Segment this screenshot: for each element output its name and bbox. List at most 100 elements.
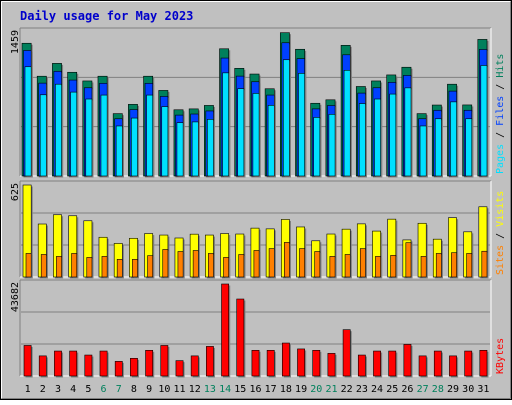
x-tick-label: 22: [341, 384, 353, 395]
x-tick-label: 5: [85, 384, 91, 395]
kbytes-bar: [221, 283, 230, 377]
x-tick-label: 3: [55, 384, 61, 395]
x-tick-label: 11: [174, 384, 186, 395]
kbytes-bar: [23, 345, 32, 377]
kbytes-bar: [145, 350, 154, 377]
kbytes-bar: [281, 342, 290, 377]
panel-hits-legend: Pages / Files / Hits: [495, 54, 506, 174]
pages-bar: [282, 59, 290, 177]
kbytes-bar: [190, 355, 199, 377]
pages-bar: [313, 117, 321, 177]
pages-bar: [358, 103, 366, 177]
x-tick-label: 15: [234, 384, 246, 395]
x-tick-label: 1: [25, 384, 31, 395]
kbytes-bar: [54, 350, 62, 377]
kbytes-bar: [160, 345, 169, 377]
sites-bar: [405, 242, 412, 278]
panel-visits-legend-visits: Visits: [495, 191, 506, 227]
panel-hits-legend-hits: Hits: [495, 54, 506, 78]
sites-bar: [147, 255, 154, 278]
x-tick-label: 19: [295, 384, 307, 395]
pages-bar: [237, 88, 245, 177]
pages-bar: [480, 65, 488, 177]
x-tick-label: 27: [417, 384, 429, 395]
pages-bar: [131, 117, 138, 177]
kbytes-bar: [297, 348, 305, 377]
x-tick-label: 12: [189, 384, 201, 395]
sites-bar: [25, 253, 32, 278]
kbytes-bar: [130, 358, 138, 377]
sites-bar: [299, 248, 305, 278]
x-tick-label: 30: [462, 384, 474, 395]
sites-bar: [420, 256, 427, 278]
x-tick-label: 21: [325, 384, 337, 395]
sites-bar: [283, 242, 290, 278]
kbytes-bar: [69, 350, 78, 377]
kbytes-bar: [479, 350, 488, 377]
kbytes-bar: [312, 350, 321, 377]
kbytes-bar: [236, 298, 245, 377]
sites-bar: [86, 257, 93, 278]
kbytes-bar: [266, 350, 275, 377]
sites-bar: [56, 256, 62, 278]
x-tick-label: 14: [219, 384, 231, 395]
sites-bar: [253, 250, 260, 278]
pages-bar: [374, 98, 381, 177]
kbytes-bar: [464, 350, 473, 377]
pages-bar: [389, 93, 397, 177]
pages-bar: [267, 105, 275, 177]
sites-bar: [451, 252, 457, 278]
pages-bar: [328, 114, 336, 177]
sites-bar: [390, 255, 397, 278]
kbytes-bar: [84, 354, 93, 377]
pages-bar: [434, 118, 442, 177]
kbytes-bar: [388, 350, 397, 377]
x-tick-label: 31: [477, 384, 489, 395]
kbytes-bar: [99, 350, 108, 377]
x-tick-label: 23: [356, 384, 368, 395]
pages-bar: [222, 72, 230, 177]
sites-bar: [71, 253, 78, 278]
x-tick-label: 8: [131, 384, 137, 395]
pages-bar: [207, 119, 214, 177]
x-tick-label: 6: [101, 384, 107, 395]
panel-kbytes-legend: KBytes: [495, 338, 506, 374]
panel-hits-legend-files: Files: [495, 96, 506, 126]
kbytes-bar: [342, 329, 351, 377]
pages-bar: [24, 66, 32, 177]
sites-bar: [101, 256, 108, 278]
chart-title: Daily usage for May 2023: [20, 9, 193, 23]
x-tick-label: 7: [116, 384, 122, 395]
x-tick-label: 26: [401, 384, 413, 395]
sites-bar: [435, 253, 442, 278]
x-tick-label: 4: [70, 384, 76, 395]
pages-bar: [115, 125, 123, 177]
kbytes-bar: [433, 350, 442, 377]
kbytes-bar: [449, 355, 457, 377]
pages-bar: [343, 69, 351, 177]
sites-bar: [375, 256, 381, 278]
sites-bar: [466, 253, 473, 278]
panel-visits-legend-separator: /: [495, 227, 506, 245]
x-tick-label: 25: [386, 384, 398, 395]
kbytes-bar: [373, 350, 381, 377]
sites-bar: [162, 249, 169, 278]
pages-bar: [39, 94, 47, 177]
x-tick-label: 13: [204, 384, 216, 395]
pages-bar: [252, 93, 260, 177]
x-tick-label: 16: [249, 384, 261, 395]
x-tick-label: 10: [158, 384, 170, 395]
pages-bar: [161, 106, 169, 177]
pages-bar: [85, 98, 93, 177]
sites-bar: [238, 254, 245, 278]
pages-bar: [298, 73, 305, 177]
kbytes-bar: [114, 361, 123, 377]
sites-bar: [192, 250, 199, 278]
sites-bar: [314, 251, 321, 278]
x-tick-label: 28: [432, 384, 444, 395]
panel-kbytes-legend-kbytes: KBytes: [495, 338, 506, 374]
sites-bar: [481, 250, 488, 278]
sites-bar: [344, 254, 351, 278]
